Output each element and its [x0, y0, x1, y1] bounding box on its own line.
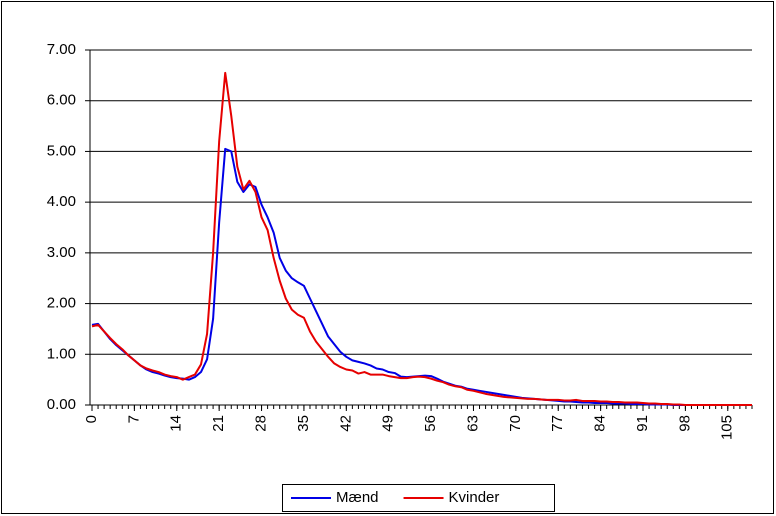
legend: Mænd Kvinder — [282, 484, 555, 512]
x-tick-label: 77 — [549, 415, 566, 432]
x-tick-label: 98 — [676, 415, 693, 432]
legend-label: Mænd — [336, 489, 379, 506]
x-tick-label: 21 — [210, 415, 227, 432]
y-tick-label: 4.00 — [47, 193, 76, 210]
y-tick-label: 1.00 — [47, 345, 76, 362]
x-tick-label: 49 — [380, 415, 397, 432]
series-line — [91, 71, 752, 406]
series-line — [91, 147, 752, 406]
x-tick-label: 56 — [422, 415, 439, 432]
x-tick-label: 28 — [253, 415, 270, 432]
y-tick-label: 2.00 — [47, 295, 76, 312]
legend-label: Kvinder — [449, 489, 500, 506]
x-tick-label: 7 — [125, 415, 142, 423]
x-tick-label: 105 — [719, 415, 736, 440]
x-tick-label: 63 — [464, 415, 481, 432]
x-tick-label: 0 — [83, 415, 100, 423]
x-tick-label: 14 — [168, 415, 185, 432]
x-tick-label: 91 — [634, 415, 651, 432]
y-tick-label: 5.00 — [47, 142, 76, 159]
x-tick-label: 42 — [337, 415, 354, 432]
y-tick-label: 0.00 — [47, 396, 76, 413]
y-tick-label: 7.00 — [47, 41, 76, 58]
y-tick-label: 6.00 — [47, 92, 76, 109]
x-tick-label: 35 — [295, 415, 312, 432]
x-tick-label: 84 — [592, 415, 609, 432]
x-tick-label: 70 — [507, 415, 524, 432]
y-tick-label: 3.00 — [47, 244, 76, 261]
